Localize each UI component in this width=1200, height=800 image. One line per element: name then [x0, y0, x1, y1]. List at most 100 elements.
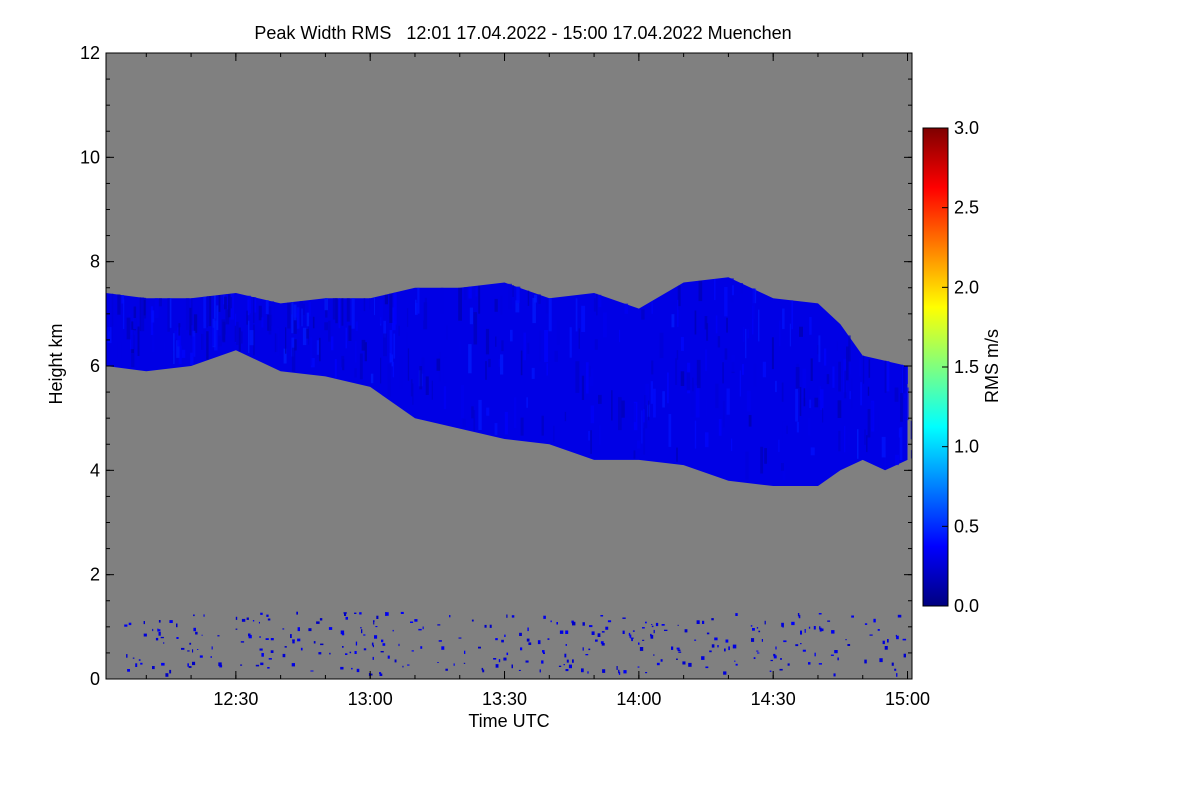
clutter-speckle [724, 648, 726, 652]
clutter-speckle [449, 615, 451, 618]
cloud-texture [532, 298, 536, 324]
clutter-speckle [282, 628, 285, 630]
cloud-texture [899, 427, 903, 460]
cloud-texture [406, 308, 409, 327]
cloud-texture [544, 330, 549, 363]
clutter-speckle [373, 620, 375, 625]
cloud-texture [501, 340, 504, 352]
colorbar-tick-label: 1.5 [954, 357, 979, 377]
cloud-texture [446, 325, 448, 340]
cloud-texture [867, 386, 870, 396]
cloud-texture [619, 329, 621, 343]
clutter-speckle [728, 646, 730, 651]
cloud-texture [799, 387, 802, 416]
cloud-texture [460, 385, 464, 419]
cloud-texture [803, 388, 806, 407]
cloud-texture [494, 423, 498, 436]
cloud-texture [291, 302, 294, 334]
cloud-texture [589, 368, 594, 386]
cloud-texture [268, 306, 272, 335]
y-tick-label: 6 [90, 356, 100, 376]
cloud-texture [884, 450, 886, 470]
clutter-speckle [503, 658, 506, 660]
cloud-texture [556, 320, 560, 345]
cloud-texture [671, 314, 675, 328]
cloud-texture [486, 407, 490, 416]
clutter-speckle [128, 622, 132, 626]
cloud-texture [866, 435, 868, 453]
cloud-texture [500, 295, 503, 315]
cloud-texture [312, 316, 315, 329]
x-tick-label: 14:00 [616, 689, 661, 709]
cloud-texture [475, 287, 478, 297]
cloud-texture [782, 421, 786, 444]
clutter-speckle [600, 615, 604, 617]
cloud-texture [393, 292, 397, 325]
clutter-speckle [410, 621, 414, 623]
clutter-speckle [310, 670, 314, 672]
cloud-texture [668, 414, 672, 447]
clutter-speckle [361, 629, 363, 634]
clutter-speckle [701, 656, 705, 660]
clutter-speckle [349, 651, 352, 654]
clutter-speckle [201, 634, 203, 636]
clutter-speckle [753, 657, 756, 659]
clutter-speckle [407, 664, 410, 666]
cloud-texture [174, 330, 178, 339]
cloud-texture [545, 299, 549, 314]
cloud-texture [752, 305, 754, 335]
clutter-speckle [616, 666, 618, 670]
clutter-speckle [291, 663, 295, 667]
clutter-speckle [482, 669, 485, 673]
clutter-speckle [623, 670, 627, 674]
cloud-texture [383, 333, 387, 357]
clutter-speckle [791, 621, 795, 626]
clutter-speckle [541, 660, 544, 664]
clutter-speckle [802, 649, 806, 652]
cloud-texture [247, 295, 251, 314]
clutter-speckle [587, 671, 589, 674]
clutter-speckle [628, 632, 631, 636]
cloud-texture [151, 310, 155, 323]
cloud-texture [133, 318, 137, 329]
clutter-speckle [506, 614, 508, 618]
cloud-texture [431, 380, 433, 400]
cloud-texture [514, 397, 517, 428]
clutter-speckle [360, 627, 362, 629]
clutter-speckle [387, 655, 390, 659]
clutter-speckle [140, 662, 143, 665]
clutter-speckle [340, 630, 345, 635]
clutter-speckle [420, 646, 423, 649]
cloud-texture [248, 320, 250, 353]
cloud-texture [383, 320, 386, 338]
colorbar-tick-label: 0.5 [954, 516, 979, 536]
clutter-speckle [795, 644, 799, 647]
clutter-speckle [582, 647, 584, 651]
cloud-texture [498, 358, 500, 367]
cloud-texture [848, 432, 851, 445]
cloud-texture [795, 367, 800, 389]
clutter-speckle [192, 649, 194, 653]
cloud-texture [648, 400, 650, 421]
clutter-speckle [478, 646, 481, 649]
cloud-texture [870, 402, 874, 429]
cloud-texture [690, 383, 695, 417]
clutter-speckle [392, 629, 394, 632]
clutter-speckle [750, 625, 753, 627]
clutter-speckle [725, 639, 729, 643]
clutter-speckle [543, 652, 545, 654]
cloud-texture [731, 355, 736, 372]
cloud-texture [902, 364, 904, 397]
clutter-speckle [441, 646, 445, 650]
cloud-texture [253, 324, 255, 356]
clutter-speckle [161, 662, 165, 666]
cloud-texture [510, 329, 513, 342]
cloud-texture [443, 386, 447, 410]
clutter-speckle [527, 627, 529, 632]
cloud-texture [775, 380, 777, 393]
clutter-speckle [651, 624, 653, 625]
clutter-speckle [372, 656, 374, 660]
clutter-speckle [181, 647, 185, 650]
cloud-texture [167, 298, 170, 332]
cloud-texture [249, 330, 254, 346]
